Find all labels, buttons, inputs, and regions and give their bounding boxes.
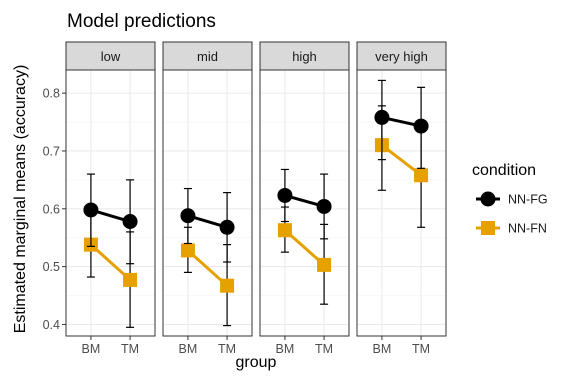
facet-strip	[162, 41, 253, 71]
y-ticks: 0.4 0.5 0.6 0.7 0.8	[43, 87, 66, 332]
x-tick-label: BM	[179, 342, 198, 356]
facet-panel-high: high BM TM	[259, 41, 350, 356]
data-point-nn-fn	[317, 257, 332, 272]
series-nn-fg	[180, 187, 235, 263]
x-tick-label: BM	[373, 342, 392, 356]
x-tick-label: TM	[218, 342, 236, 356]
data-point-nn-fg	[122, 214, 138, 230]
legend: condition NN-FG NN-FN	[472, 162, 548, 236]
legend-title: condition	[472, 162, 536, 179]
facet-strip	[259, 41, 350, 71]
chart-title: Model predictions	[67, 11, 216, 32]
x-tick-label: TM	[121, 342, 139, 356]
legend-item-nn-fn: NN-FN	[476, 221, 547, 236]
facet-strip-label: low	[101, 49, 121, 64]
data-point-nn-fn	[180, 243, 195, 258]
data-point-nn-fn	[220, 278, 235, 293]
facet-strip-label: very high	[375, 49, 428, 64]
x-tick-label: TM	[412, 342, 430, 356]
x-tick-label: TM	[315, 342, 333, 356]
data-point-nn-fn	[414, 168, 429, 183]
legend-key-marker	[480, 191, 496, 207]
x-axis-label: group	[236, 354, 277, 371]
data-point-nn-fg	[83, 202, 99, 218]
facet-panel-very-high: very high BM TM	[356, 41, 447, 356]
legend-label: NN-FG	[508, 193, 548, 207]
facet-strip	[65, 41, 156, 71]
legend-items: NN-FG NN-FN	[476, 191, 548, 236]
series-nn-fg	[83, 173, 138, 265]
y-tick-label: 0.6	[43, 202, 60, 216]
facet-strip-label: high	[292, 49, 317, 64]
series-nn-fg	[277, 168, 332, 240]
facet-strip-label: mid	[197, 49, 218, 64]
y-tick-label: 0.4	[43, 318, 60, 332]
data-point-nn-fg	[413, 118, 429, 134]
series-nn-fg	[374, 79, 429, 169]
data-point-nn-fn	[277, 223, 292, 238]
facet-plot-area	[66, 70, 155, 336]
facet-border	[65, 69, 156, 337]
facet-border	[162, 69, 253, 337]
facet-panels: low BM TM mid BM TM high BM TM very high BM TM	[65, 41, 447, 356]
y-axis-label: Estimated marginal means (accuracy)	[12, 65, 29, 334]
facet-plot-area	[163, 70, 252, 336]
data-point-nn-fg	[277, 187, 293, 203]
data-point-nn-fg	[374, 109, 390, 125]
data-point-nn-fg	[219, 219, 235, 235]
facet-panel-low: low BM TM	[65, 41, 156, 356]
facet-plot-area	[357, 70, 446, 336]
y-tick-label: 0.7	[43, 144, 60, 158]
legend-label: NN-FN	[508, 222, 547, 236]
x-tick-label: BM	[276, 342, 295, 356]
x-tick-label: BM	[82, 342, 101, 356]
facet-border	[356, 69, 447, 337]
legend-key-marker	[481, 221, 495, 235]
data-point-nn-fg	[316, 198, 332, 214]
legend-item-nn-fg: NN-FG	[476, 191, 548, 207]
facet-border	[259, 69, 350, 337]
data-point-nn-fg	[180, 208, 196, 224]
y-tick-label: 0.8	[43, 87, 60, 101]
facet-plot-area	[260, 70, 349, 336]
facet-strip	[356, 41, 447, 71]
facet-panel-mid: mid BM TM	[162, 41, 253, 356]
data-point-nn-fn	[123, 272, 138, 287]
y-tick-label: 0.5	[43, 260, 60, 274]
